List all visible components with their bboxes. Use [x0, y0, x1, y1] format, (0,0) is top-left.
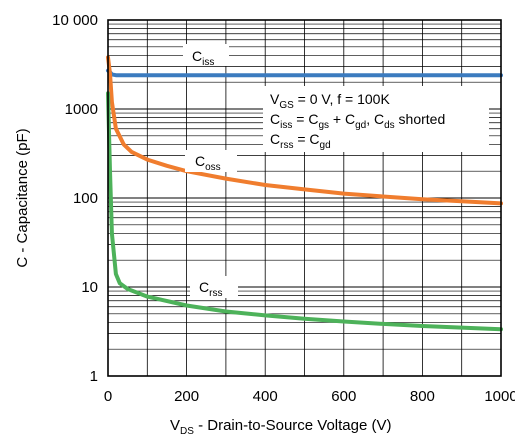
x-axis-label: VDS - Drain-to-Source Voltage (V) — [170, 417, 392, 437]
y-tick-label: 100 — [73, 190, 98, 207]
grid — [108, 20, 501, 376]
x-tick-label: 1000 — [484, 388, 515, 405]
x-tick-label: 0 — [104, 388, 112, 405]
ciss-label: Ciss — [183, 44, 229, 68]
series-line-crss — [106, 91, 503, 332]
x-tick-label: 400 — [253, 388, 278, 405]
condition-line-3: Crss = Cgd — [270, 131, 331, 151]
y-tick-label: 10 — [81, 279, 98, 296]
x-tick-label: 200 — [174, 388, 199, 405]
tick-labels: 0 200 400 600 800 1000 1 10 100 1000 10 000 — [52, 12, 515, 405]
conditions-annotation: VGS = 0 V, f = 100K Ciss = Cgs + Cgd, Cd… — [263, 86, 489, 152]
y-tick-label: 1000 — [65, 101, 98, 118]
x-tick-label: 600 — [331, 388, 356, 405]
plot-frame — [107, 19, 502, 377]
x-tick-label: 800 — [410, 388, 435, 405]
svg-text:Crss: Crss — [199, 279, 222, 299]
y-tick-label: 10 000 — [52, 12, 98, 29]
condition-line-2: Ciss = Cgs + Cgd, Cds shorted — [270, 111, 445, 131]
coss-label: Coss — [185, 150, 237, 173]
svg-text:Ciss: Ciss — [192, 48, 214, 68]
y-tick-label: 1 — [90, 368, 98, 385]
svg-text:Coss: Coss — [195, 153, 221, 173]
y-axis-label: C - Capacitance (pF) — [14, 128, 31, 267]
condition-line-1: VGS = 0 V, f = 100K — [270, 91, 390, 111]
crss-label: Crss — [190, 276, 238, 299]
